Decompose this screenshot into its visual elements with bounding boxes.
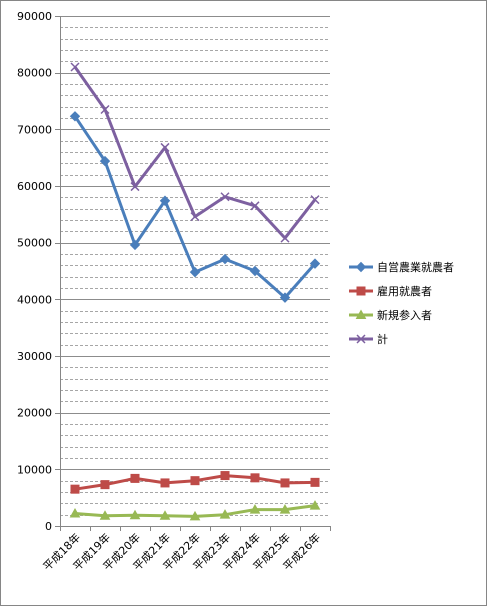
data-point	[250, 473, 260, 483]
data-point	[309, 500, 321, 510]
legend-label: 新規参入者	[377, 308, 432, 322]
y-tick-label: 90000	[17, 10, 52, 23]
data-point	[159, 195, 171, 206]
data-point	[129, 239, 141, 251]
legend-marker	[356, 286, 366, 296]
data-point	[100, 104, 110, 115]
legend-label: 雇用就農者	[377, 284, 432, 298]
data-point	[249, 265, 261, 277]
legend-item: 新規参入者	[349, 308, 432, 322]
data-point	[310, 195, 320, 205]
data-point	[130, 182, 140, 192]
y-tick-label: 30000	[17, 350, 52, 363]
y-axis-ticks: 0 10000 20000 30000 40000 50000 60000 70000 8000…	[17, 10, 52, 533]
data-point	[279, 504, 291, 514]
data-point	[249, 504, 261, 514]
axes	[55, 16, 331, 531]
data-point	[190, 476, 200, 486]
data-point	[70, 62, 80, 72]
legend-marker	[356, 334, 366, 344]
data-point	[160, 478, 170, 488]
data-point	[69, 508, 81, 518]
y-tick-label: 50000	[17, 237, 52, 250]
grid-lines	[60, 16, 330, 516]
y-tick-label: 0	[45, 520, 52, 533]
y-tick-label: 60000	[17, 180, 52, 193]
y-tick-label: 40000	[17, 293, 52, 306]
y-tick-label: 20000	[17, 407, 52, 420]
data-point	[99, 155, 111, 167]
data-point	[310, 477, 320, 487]
data-point	[99, 510, 111, 520]
data-point	[250, 201, 260, 211]
data-point	[220, 471, 230, 481]
data-point	[160, 142, 170, 152]
data-point	[309, 258, 321, 269]
y-tick-label: 80000	[17, 67, 52, 80]
legend-label: 計	[377, 332, 388, 346]
y-tick-label: 10000	[17, 463, 52, 476]
series-0	[69, 111, 321, 303]
data-point	[130, 473, 140, 483]
y-tick-label: 70000	[17, 123, 52, 136]
data-point	[280, 478, 290, 488]
legend-item: 雇用就農者	[349, 284, 432, 298]
data-point	[280, 233, 290, 243]
data-point	[279, 292, 291, 303]
series-3	[70, 62, 320, 243]
series-2	[69, 500, 321, 521]
data-point	[189, 510, 201, 521]
data-point	[100, 480, 110, 490]
data-point	[129, 509, 141, 520]
data-point	[219, 509, 231, 519]
data-point	[159, 510, 171, 520]
data-point	[70, 484, 80, 494]
data-point	[69, 111, 81, 122]
series-layer	[69, 62, 321, 521]
series-1	[70, 471, 320, 494]
legend-label: 自営農業就農者	[377, 260, 454, 274]
data-point	[189, 266, 201, 278]
legend-item: 計	[349, 332, 388, 346]
legend-item: 自営農業就農者	[349, 260, 454, 274]
legend-marker	[355, 309, 367, 319]
data-point	[220, 192, 230, 202]
data-point	[190, 212, 200, 222]
legend-marker	[355, 261, 367, 273]
data-point	[219, 253, 231, 265]
